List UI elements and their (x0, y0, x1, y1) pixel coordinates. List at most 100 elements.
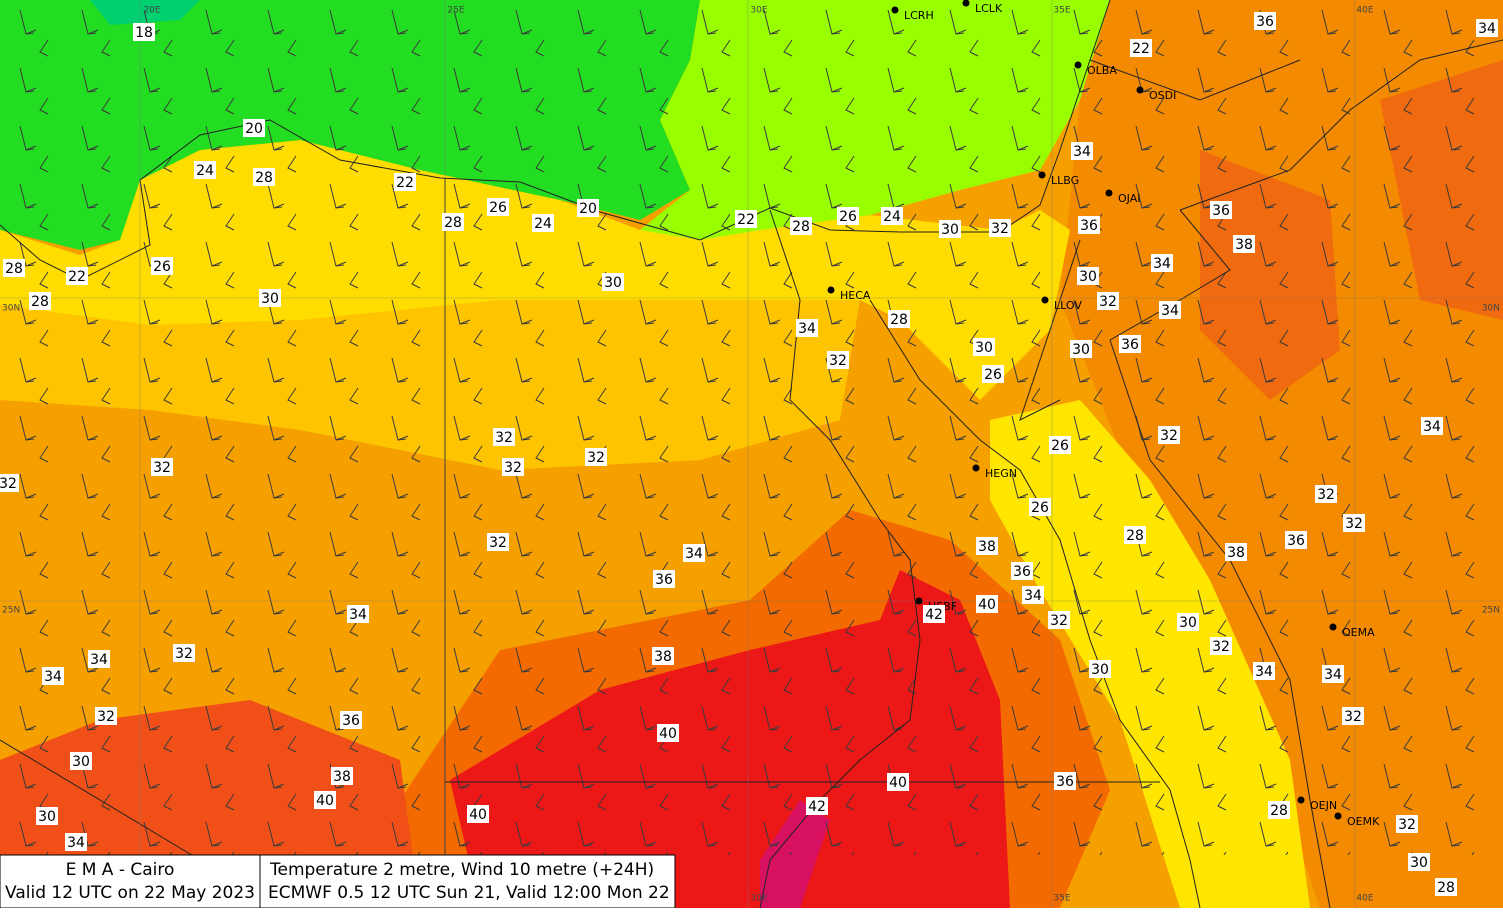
station-label: HEGN (985, 467, 1017, 480)
temperature-box (493, 428, 515, 446)
temperature-box (3, 259, 25, 277)
temperature-box (1070, 340, 1092, 358)
temperature-box (1158, 426, 1180, 444)
temperature-label: 28 (5, 261, 23, 277)
temperature-box (1322, 665, 1344, 683)
temperature-box (652, 647, 674, 665)
temperature-label: 32 (1050, 613, 1068, 629)
temperature-label: 32 (153, 460, 171, 476)
temperature-label: 38 (1235, 237, 1253, 253)
temperature-label: 20 (579, 201, 597, 217)
temperature-label: 38 (333, 769, 351, 785)
station-label: OEJN (1310, 799, 1337, 812)
temperature-label: 34 (44, 669, 62, 685)
temperature-label: 30 (941, 222, 959, 238)
temperature-box (532, 214, 554, 232)
temperature-label: 36 (342, 713, 360, 729)
temperature-label: 36 (1013, 564, 1031, 580)
grid-label: 20E (143, 6, 160, 16)
temperature-box (1029, 498, 1051, 516)
temperature-label: 42 (925, 607, 943, 623)
temperature-label: 20 (245, 121, 263, 137)
station-dot (962, 0, 970, 7)
station-dot (1334, 812, 1342, 820)
temperature-label: 26 (153, 259, 171, 275)
temperature-label: 28 (1270, 803, 1288, 819)
temperature-box (887, 773, 909, 791)
temperature-box (1119, 335, 1141, 353)
station-label: LLBG (1051, 174, 1079, 187)
temperature-label: 30 (1091, 662, 1109, 678)
temperature-label: 24 (883, 209, 901, 225)
grid-label: 40E (1356, 894, 1373, 904)
temperature-label: 30 (1410, 855, 1428, 871)
temperature-label: 32 (1160, 428, 1178, 444)
temperature-label: 36 (1212, 203, 1230, 219)
station-dot (1038, 171, 1046, 179)
temperature-label: 32 (175, 646, 193, 662)
temperature-label: 22 (1132, 41, 1150, 57)
temperature-label: 34 (1478, 21, 1496, 37)
temperature-label: 32 (495, 430, 513, 446)
temperature-label: 36 (1256, 14, 1274, 30)
station-label: LCRH (904, 9, 934, 22)
station-label: LLOV (1054, 299, 1082, 312)
temperature-box (66, 267, 88, 285)
temperature-label: 32 (1345, 516, 1363, 532)
temperature-box (253, 168, 275, 186)
temperature-box (1254, 12, 1276, 30)
temperature-box (467, 805, 489, 823)
grid-label: 30N (2, 304, 20, 314)
temperature-box (331, 767, 353, 785)
temperature-label: 18 (135, 25, 153, 41)
temperature-box (1342, 707, 1364, 725)
station-label: OEMK (1347, 815, 1380, 828)
station-label: OSDI (1149, 89, 1176, 102)
temperature-label: 34 (349, 607, 367, 623)
temperature-label: 42 (808, 799, 826, 815)
temperature-box (36, 807, 58, 825)
temperature-label: 32 (1099, 294, 1117, 310)
station-dot (1329, 623, 1337, 631)
temperature-label: 32 (1344, 709, 1362, 725)
temperature-label: 34 (67, 835, 85, 851)
temperature-box (653, 570, 675, 588)
temperature-box (577, 199, 599, 217)
info-text: Temperature 2 metre, Wind 10 metre (+24H… (269, 860, 654, 880)
temperature-label: 30 (604, 275, 622, 291)
temperature-label: 36 (1080, 218, 1098, 234)
temperature-box (1408, 853, 1430, 871)
station-label: OEMA (1342, 626, 1375, 639)
temperature-label: 24 (196, 163, 214, 179)
info-text: Valid 12 UTC on 22 May 2023 (5, 883, 255, 903)
temperature-label: 34 (1255, 664, 1273, 680)
temperature-box (976, 537, 998, 555)
temperature-label: 30 (261, 291, 279, 307)
station-dot (1136, 86, 1144, 94)
temperature-box (657, 724, 679, 742)
temperature-box (973, 338, 995, 356)
temperature-label: 32 (1398, 817, 1416, 833)
temperature-box (95, 707, 117, 725)
temperature-box (1011, 562, 1033, 580)
temperature-label: 34 (798, 321, 816, 337)
temperature-box (683, 544, 705, 562)
temperature-label: 40 (978, 597, 996, 613)
temperature-box (1421, 417, 1443, 435)
temperature-box (340, 711, 362, 729)
temperature-label: 26 (839, 209, 857, 225)
temperature-box (1124, 526, 1146, 544)
grid-label: 40E (1356, 6, 1373, 16)
temperature-box (1048, 611, 1070, 629)
grid-label: 35E (1053, 6, 1070, 16)
temperature-box (173, 644, 195, 662)
temperature-box (1022, 586, 1044, 604)
temperature-box (1097, 292, 1119, 310)
grid-label: 25N (1482, 606, 1500, 616)
temperature-label: 40 (659, 726, 677, 742)
temperature-box (29, 292, 51, 310)
temperature-box (1071, 142, 1093, 160)
station-label: HECA (840, 289, 871, 302)
temperature-box (923, 605, 945, 623)
